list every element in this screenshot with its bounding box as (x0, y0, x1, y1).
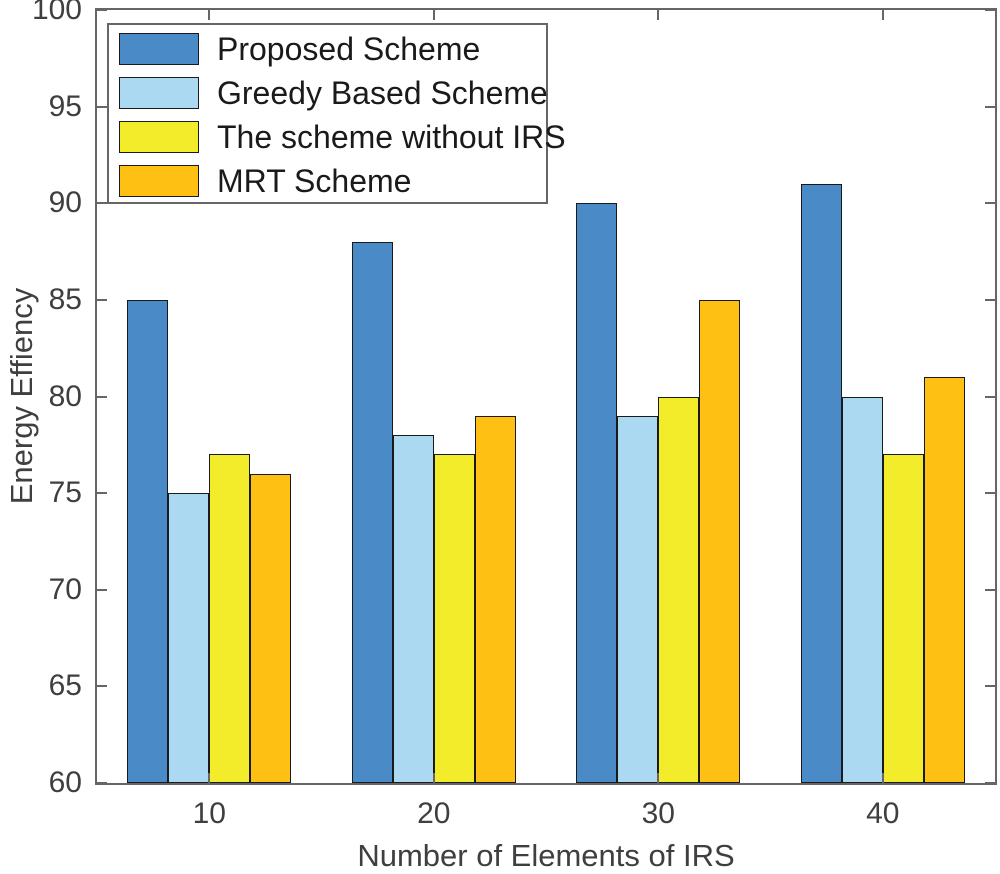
y-tick-mark (985, 395, 995, 398)
x-tick-mark (881, 773, 884, 783)
y-tick-mark (97, 298, 107, 301)
bar-20-series-3 (474, 415, 516, 783)
y-axis-title: Energy Effiency (4, 287, 39, 505)
y-tick-mark (985, 9, 995, 11)
x-tick-mark (432, 773, 435, 783)
y-tick-mark (97, 9, 107, 11)
x-tick-label: 40 (866, 797, 900, 830)
y-tick-mark (97, 782, 107, 784)
y-tick-label: 60 (48, 766, 82, 799)
y-tick-mark (985, 492, 995, 495)
y-tick-mark (985, 685, 995, 688)
legend-swatch-icon (119, 77, 199, 109)
bar-30-series-1 (617, 415, 659, 783)
bar-30-series-2 (658, 396, 700, 783)
y-tick-label: 90 (48, 186, 82, 220)
legend-label: Greedy Based Scheme (217, 75, 548, 111)
bar-10-series-3 (250, 473, 292, 783)
y-tick-mark (97, 395, 107, 398)
y-tick-label: 70 (48, 572, 82, 606)
bar-20-series-0 (351, 241, 393, 783)
x-tick-mark (657, 773, 660, 783)
y-tick-mark (985, 105, 995, 108)
y-tick-label: 95 (48, 89, 82, 123)
bar-40-series-2 (882, 454, 924, 783)
y-tick-mark (97, 492, 107, 495)
legend-swatch-icon (119, 165, 199, 197)
bar-10-series-0 (127, 299, 169, 783)
bar-20-series-1 (392, 435, 434, 783)
y-tick-mark (985, 202, 995, 205)
bar-30-series-0 (576, 203, 618, 783)
legend-label: The scheme without IRS (217, 119, 566, 155)
y-tick-mark (97, 105, 107, 108)
x-tick-label: 10 (192, 797, 226, 830)
bar-40-series-3 (923, 377, 965, 783)
bar-30-series-3 (699, 299, 741, 783)
bar-40-series-1 (841, 396, 883, 783)
x-tick-label: 20 (417, 797, 451, 830)
x-tick-label: 30 (641, 797, 675, 830)
x-tick-mark (208, 10, 211, 20)
x-tick-mark (881, 10, 884, 20)
y-tick-label: 80 (48, 379, 82, 413)
y-tick-mark (985, 782, 995, 784)
legend-label: MRT Scheme (217, 163, 412, 199)
x-tick-mark (657, 10, 660, 20)
y-tick-mark (985, 588, 995, 591)
legend-swatch-icon (119, 33, 199, 65)
legend-label: Proposed Scheme (217, 31, 481, 67)
y-tick-mark (97, 202, 107, 205)
x-tick-mark (432, 10, 435, 20)
legend-swatch-icon (119, 121, 199, 153)
x-tick-mark (208, 773, 211, 783)
y-tick-mark (97, 685, 107, 688)
y-tick-mark (985, 298, 995, 301)
y-tick-label: 65 (48, 669, 82, 703)
plot-area: Proposed Scheme Greedy Based Scheme The sc… (95, 8, 997, 785)
y-tick-label: 100 (31, 0, 82, 26)
x-axis-title: Number of Elements of IRS (357, 838, 735, 873)
y-tick-mark (97, 588, 107, 591)
y-tick-label: 75 (48, 476, 82, 510)
bar-10-series-1 (168, 493, 210, 783)
y-tick-label: 85 (48, 282, 82, 316)
bar-10-series-2 (209, 454, 251, 783)
legend: Proposed Scheme Greedy Based Scheme The sc… (107, 23, 566, 204)
bar-40-series-0 (800, 183, 842, 783)
bar-20-series-2 (433, 454, 475, 783)
